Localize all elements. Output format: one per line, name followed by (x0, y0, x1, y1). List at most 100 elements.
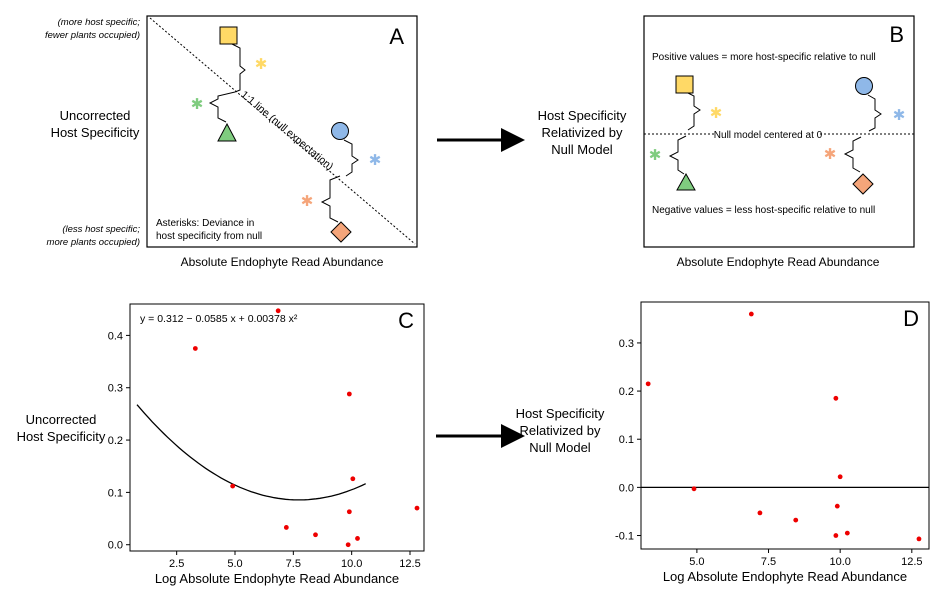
chart-c-point-2 (275, 308, 281, 314)
panel-c-side-label-line2: Host Specificity (17, 429, 106, 444)
chart-d-point-4 (793, 517, 799, 523)
diamond-asterisk-icon: ✱ (301, 193, 314, 210)
chart-c-xtick-label: 10.0 (341, 558, 362, 570)
chart-c-point-9 (345, 542, 351, 548)
chart-c-ytick-label: 0.3 (108, 383, 123, 395)
panel-d-side-label-line3: Null Model (529, 440, 591, 455)
chart-c-ytick-label: 0.4 (108, 330, 123, 342)
chart-c-point-3 (283, 525, 289, 530)
panel-a-frame (146, 15, 418, 248)
negative-note: Negative values = less host-specific rel… (652, 205, 875, 216)
chart-c-xtick-label: 2.5 (169, 558, 184, 570)
null-center-note: Null model centered at 0 (714, 130, 823, 141)
chart-d-xtick-label: 12.5 (901, 556, 922, 568)
axis-note-top-line1: (more host specific; (58, 17, 141, 28)
middle-label-line2: Relativized by (542, 125, 623, 140)
chart-d-point-2 (748, 311, 754, 317)
chart-c-point-6 (350, 476, 356, 482)
middle-label-line1: Host Specificity (538, 108, 627, 123)
chart-d-ytick-label: 0.3 (619, 338, 634, 350)
chart-c-point-8 (355, 536, 360, 541)
triangle-brace-b (668, 135, 687, 175)
chart-d-xtick-label: 7.5 (761, 556, 776, 568)
panel-a-ylabel-line2: Host Specificity (51, 125, 140, 140)
positive-note: Positive values = more host-specific rel… (652, 52, 876, 63)
chart-c-point-1 (230, 483, 236, 489)
chart-c-point-4 (313, 532, 318, 538)
chart-d-frame (640, 301, 930, 550)
chart-d-point-3 (757, 510, 763, 516)
panel-a-xlabel: Absolute Endophyte Read Abundance (181, 255, 384, 269)
axis-note-top-line2: fewer plants occupied) (45, 30, 140, 41)
panel-d-side-label-line2: Relativized by (520, 423, 601, 438)
chart-c-ytick-label: 0.2 (108, 435, 123, 447)
triangle-asterisk-b-icon: ✱ (649, 147, 662, 164)
middle-label-line3: Null Model (551, 142, 613, 157)
chart-d-ytick-label: 0.2 (619, 386, 634, 398)
chart-d-ytick-label: 0.0 (619, 482, 634, 494)
chart-d-point-0 (645, 381, 651, 387)
chart-d-ytick-label: 0.1 (619, 434, 634, 446)
circle-deviance-brace (343, 139, 359, 177)
chart-d-xtick-label: 5.0 (689, 556, 704, 568)
chart-c-ytick-label: 0.1 (108, 487, 123, 499)
panel-b-letter: B (889, 22, 904, 47)
panel-b: B Positive values = more host-specific r… (643, 15, 915, 269)
square-asterisk-icon: ✱ (255, 56, 268, 73)
square-asterisk-b-icon: ✱ (710, 105, 723, 122)
chart-d-xlabel: Log Absolute Endophyte Read Abundance (663, 569, 907, 584)
chart-d-point-7 (834, 503, 840, 509)
diamond-marker (330, 221, 352, 243)
circle-marker (331, 122, 349, 140)
chart-c-point-10 (414, 505, 420, 511)
panel-c-chart: 2.5 5.0 7.5 10.0 12.5 0.0 0.1 0.2 0.3 0.4 y = 0.31… (108, 303, 425, 586)
chart-c-quadratic-fit-line (136, 404, 366, 501)
circle-asterisk-b-icon: ✱ (893, 107, 906, 124)
diamond-deviance-brace (320, 175, 341, 223)
panel-d-side-label-line1: Host Specificity (516, 406, 605, 421)
panel-b-xlabel: Absolute Endophyte Read Abundance (677, 255, 880, 269)
panel-b-frame (643, 15, 915, 248)
panel-a-letter: A (389, 24, 404, 49)
chart-d-point-8 (844, 530, 850, 536)
chart-d-ytick-label: -0.1 (615, 531, 634, 543)
diamond-asterisk-b-icon: ✱ (824, 146, 837, 163)
chart-c-point-5 (346, 391, 352, 397)
chart-d-letter: D (903, 306, 919, 331)
chart-d-xtick-label: 10.0 (829, 556, 850, 568)
triangle-marker (217, 122, 237, 142)
circle-asterisk-icon: ✱ (369, 152, 382, 169)
null-note-bg (716, 128, 820, 140)
circle-brace-b (867, 94, 882, 132)
chart-c-point-7 (346, 509, 352, 515)
chart-c-xtick-label: 12.5 (399, 558, 420, 570)
axis-note-bottom-line2: more plants occupied) (47, 237, 140, 248)
chart-c-xtick-label: 5.0 (227, 558, 242, 570)
square-deviance-brace (231, 43, 246, 93)
chart-c-xtick-label: 7.5 (286, 558, 301, 570)
chart-d-point-6 (837, 474, 843, 480)
chart-c-fit-equation: y = 0.312 − 0.0585 x + 0.00378 x² (140, 313, 298, 325)
square-marker (219, 26, 238, 45)
chart-c-ytick-label: 0.0 (108, 540, 123, 552)
chart-d-point-1 (691, 486, 697, 492)
chart-c-frame (129, 303, 425, 552)
null-line-label: 1:1 line (null expectation) (238, 89, 335, 173)
asterisk-note-line2: host specificity from null (156, 231, 262, 242)
triangle-marker-b (676, 172, 696, 191)
panel-d-chart: 5.0 7.5 10.0 12.5 -0.1 0.0 0.1 0.2 0.3 D Log Absol… (615, 301, 930, 584)
triangle-deviance-brace (208, 91, 236, 123)
asterisk-note-line1: Asterisks: Deviance in (156, 218, 254, 229)
circle-marker-b (855, 77, 873, 95)
chart-d-point-10 (916, 536, 922, 542)
axis-note-bottom-line1: (less host specific; (62, 224, 140, 235)
chart-d-point-5 (833, 395, 839, 401)
chart-c-point-0 (192, 346, 198, 351)
chart-d-point-9 (833, 533, 839, 538)
panel-a-ylabel-line1: Uncorrected (60, 108, 131, 123)
chart-c-letter: C (398, 308, 414, 333)
triangle-asterisk-icon: ✱ (191, 96, 204, 113)
panel-a: A 1:1 line (null expectation) (more host… (45, 15, 418, 269)
diamond-brace-b (843, 136, 862, 173)
